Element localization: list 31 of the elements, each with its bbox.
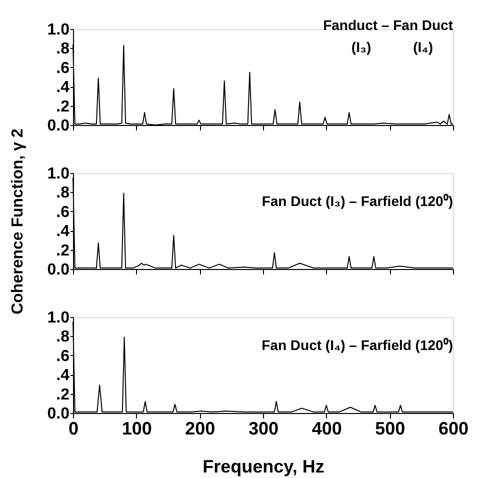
y-tick-label: .2 (56, 242, 70, 260)
annotation: Fanduct – Fan Duct (323, 17, 454, 33)
y-tick-label: .2 (56, 98, 70, 116)
y-tick-label: 1.0 (47, 22, 70, 38)
y-tick-label: 1.0 (47, 166, 70, 182)
y-tick-label: .4 (56, 79, 70, 96)
x-tick-label: 0 (68, 418, 79, 438)
x-tick-label: 100 (122, 418, 152, 438)
x-axis-title: Frequency, Hz (202, 456, 324, 476)
x-tick-label: 500 (375, 418, 406, 438)
y-tick-label: .4 (56, 367, 70, 384)
y-tick-label: .4 (56, 223, 70, 240)
x-tick-label: 200 (185, 418, 216, 438)
x-tick-label: 600 (438, 418, 469, 438)
annotation: Fan Duct (I₃) – Farfield (120⁰) (262, 193, 453, 209)
y-tick-label: .6 (56, 348, 70, 365)
y-tick-label: .2 (56, 386, 70, 404)
y-tick-label: 0.0 (47, 406, 70, 422)
y-tick-label: .6 (56, 60, 70, 77)
y-tick-label: .8 (56, 40, 70, 58)
y-axis-title: Coherence Function, γ 2 (9, 128, 26, 314)
y-tick-label: .8 (56, 184, 70, 202)
annotation: Fan Duct (I₄) – Farfield (120⁰) (262, 337, 453, 353)
x-tick-label: 300 (248, 418, 279, 438)
x-tick-label: 400 (312, 418, 342, 438)
y-tick-label: 0.0 (47, 262, 70, 278)
y-tick-label: 1.0 (47, 310, 70, 326)
y-tick-label: 0.0 (47, 118, 70, 134)
y-tick-label: .8 (56, 328, 70, 346)
y-tick-label: .6 (56, 204, 70, 221)
annotation: (I₃) (I₄) (351, 39, 433, 55)
